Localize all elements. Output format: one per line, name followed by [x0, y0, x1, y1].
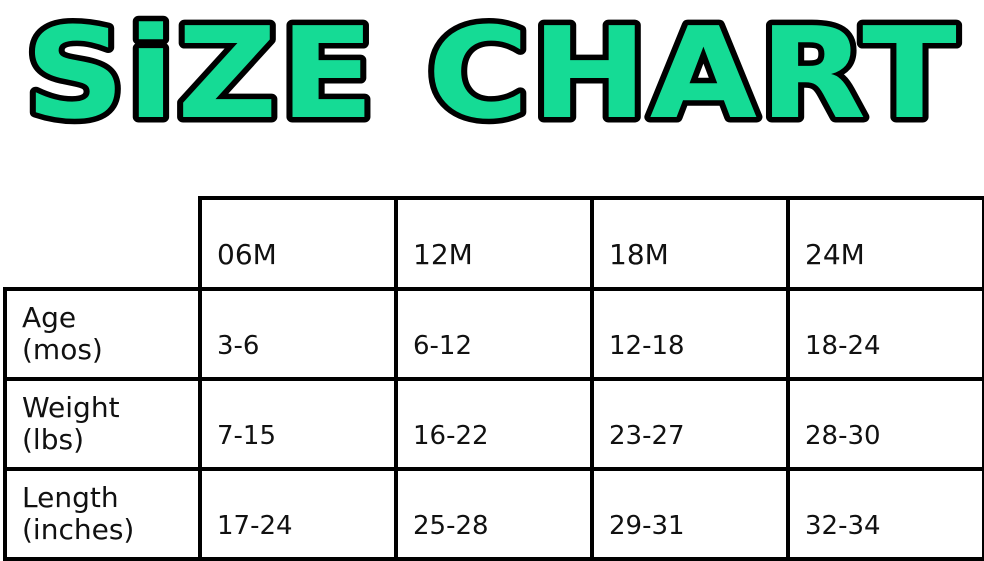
- cell-weight-06m: 7-15: [198, 377, 398, 471]
- cell-age-18m: 12-18: [590, 287, 790, 381]
- cell-age-24m: 18-24: [786, 287, 984, 381]
- row-label-line2: (inches): [22, 513, 135, 546]
- row-label-line2: (lbs): [22, 423, 84, 456]
- row-label-weight: Weight (lbs): [3, 377, 202, 471]
- page-title: SiZE CHART: [25, 2, 959, 144]
- column-header-06m: 06M: [198, 196, 398, 291]
- row-label-age: Age (mos): [3, 287, 202, 381]
- cell-age-12m: 6-12: [394, 287, 594, 381]
- table-row-length: Length (inches) 17-24 25-28 29-31 32-34: [3, 467, 984, 561]
- cell-age-06m: 3-6: [198, 287, 398, 381]
- cell-weight-24m: 28-30: [786, 377, 984, 471]
- cell-weight-18m: 23-27: [590, 377, 790, 471]
- row-label-line1: Length: [22, 480, 119, 514]
- cell-weight-12m: 16-22: [394, 377, 594, 471]
- column-header-24m: 24M: [786, 196, 984, 291]
- table-row-age: Age (mos) 3-6 6-12 12-18 18-24: [3, 287, 984, 381]
- header-row: 06M 12M 18M 24M: [5, 196, 984, 291]
- table-row-weight: Weight (lbs) 7-15 16-22 23-27 28-30: [3, 377, 984, 471]
- row-label-length: Length (inches): [3, 467, 202, 561]
- cell-length-18m: 29-31: [590, 467, 790, 561]
- cell-length-06m: 17-24: [198, 467, 398, 561]
- row-label-line1: Age: [22, 300, 77, 334]
- column-header-12m: 12M: [394, 196, 594, 291]
- cell-length-24m: 32-34: [786, 467, 984, 561]
- page-title-banner: SiZE CHART: [20, 2, 964, 144]
- title-graphic: SiZE CHART: [20, 2, 963, 144]
- row-label-line1: Weight: [22, 390, 120, 424]
- size-chart-table: 06M 12M 18M 24M Age (mos) 3-6 6-12 12-18…: [3, 196, 984, 561]
- column-header-18m: 18M: [590, 196, 790, 291]
- blank-corner-cell: [5, 198, 200, 289]
- cell-length-12m: 25-28: [394, 467, 594, 561]
- row-label-line2: (mos): [22, 333, 103, 366]
